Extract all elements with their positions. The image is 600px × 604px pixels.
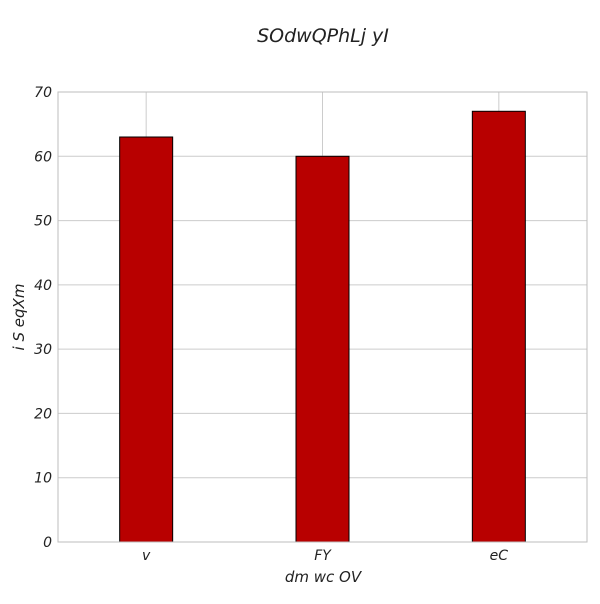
bars (119, 110, 526, 543)
y-tick-label: 50 (34, 214, 52, 230)
chart-title: SOdwQPhLj yI (257, 25, 389, 47)
y-tick-label: 60 (34, 149, 52, 165)
y-tick-label: 30 (34, 342, 52, 358)
y-tick-label: 20 (34, 406, 52, 422)
y-tick-label: 10 (34, 471, 52, 487)
x-axis-label: dm wc OV (285, 568, 363, 586)
x-tick-label: v (142, 548, 151, 564)
plot-frame (57, 91, 588, 543)
y-tick-label: 40 (34, 278, 52, 294)
x-tick-label: FY (314, 548, 332, 564)
bar-v (119, 136, 174, 543)
y-tick-label: 70 (34, 85, 52, 101)
x-tick-labels: v FY eC (142, 548, 508, 564)
y-axis-label: i S eqXm (10, 284, 28, 351)
y-tick-label: 0 (43, 535, 52, 551)
bar-FY (295, 155, 350, 543)
y-tick-labels: 0 10 20 30 40 50 60 70 (34, 85, 52, 551)
x-tick-label: eC (490, 548, 509, 564)
bar-eC (471, 110, 526, 543)
